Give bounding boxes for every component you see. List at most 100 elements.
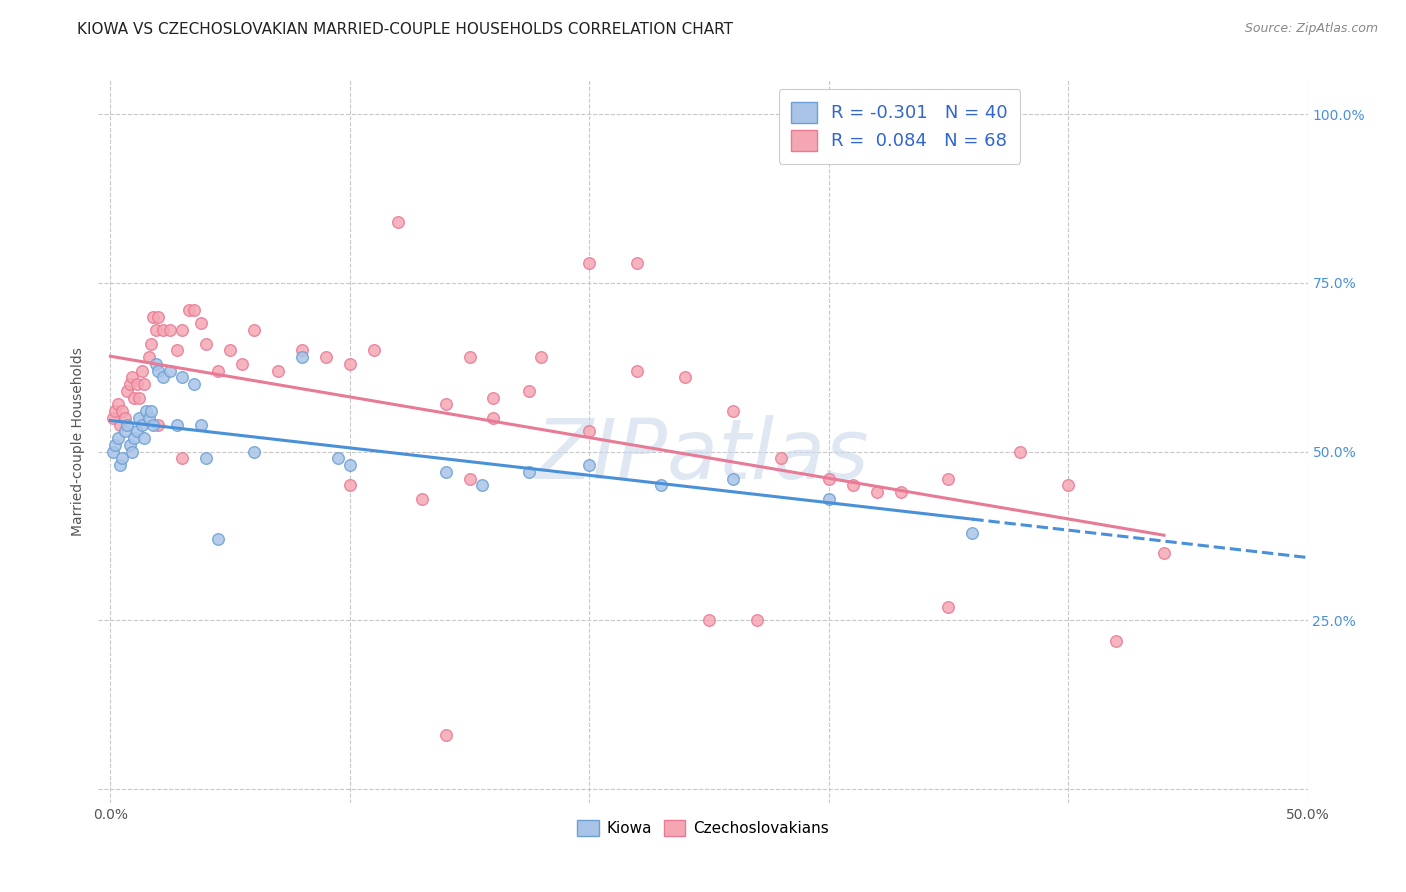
Point: [142, 310, 165, 324]
Point: [108, 417, 131, 432]
Point: [363, 343, 385, 358]
Point: [339, 478, 361, 492]
Point: [148, 417, 170, 432]
Point: [111, 404, 134, 418]
Point: [938, 472, 960, 486]
Point: [207, 364, 229, 378]
Point: [817, 491, 839, 506]
Point: [1153, 546, 1175, 560]
Point: [243, 444, 266, 458]
Point: [578, 425, 600, 439]
Point: [721, 472, 744, 486]
Point: [118, 438, 141, 452]
Point: [339, 357, 361, 371]
Point: [482, 391, 505, 405]
Point: [291, 350, 314, 364]
Point: [131, 364, 153, 378]
Point: [139, 404, 162, 418]
Point: [865, 485, 887, 500]
Point: [219, 343, 242, 358]
Point: [673, 370, 696, 384]
Point: [195, 451, 218, 466]
Point: [108, 458, 131, 472]
Point: [159, 364, 181, 378]
Point: [650, 478, 672, 492]
Point: [207, 533, 229, 547]
Point: [128, 411, 150, 425]
Point: [125, 425, 148, 439]
Point: [291, 343, 314, 358]
Point: [626, 255, 648, 269]
Point: [470, 478, 492, 492]
Point: [121, 370, 143, 384]
Point: [135, 404, 157, 418]
Point: [101, 444, 124, 458]
Point: [769, 451, 792, 466]
Point: [115, 384, 138, 398]
Point: [101, 411, 124, 425]
Point: [411, 491, 433, 506]
Point: [114, 425, 136, 439]
Point: [145, 323, 167, 337]
Point: [142, 417, 165, 432]
Point: [132, 431, 155, 445]
Point: [145, 357, 167, 371]
Point: [114, 411, 136, 425]
Point: [124, 431, 146, 445]
Point: [938, 599, 960, 614]
Point: [128, 391, 150, 405]
Point: [626, 364, 648, 378]
Point: [962, 525, 984, 540]
Point: [166, 417, 188, 432]
Point: [172, 370, 194, 384]
Point: [243, 323, 266, 337]
Point: [131, 417, 153, 432]
Point: [817, 472, 839, 486]
Point: [458, 472, 481, 486]
Point: [326, 451, 349, 466]
Point: [179, 302, 201, 317]
Point: [148, 310, 170, 324]
Point: [519, 465, 541, 479]
Point: [132, 377, 155, 392]
Point: [125, 377, 148, 392]
Point: [107, 397, 129, 411]
Point: [434, 397, 457, 411]
Point: [138, 411, 160, 425]
Point: [697, 614, 720, 628]
Point: [1057, 478, 1080, 492]
Point: [190, 317, 212, 331]
Legend: Kiowa, Czechoslovakians: Kiowa, Czechoslovakians: [571, 814, 835, 842]
Point: [107, 431, 129, 445]
Point: [115, 417, 138, 432]
Point: [434, 465, 457, 479]
Point: [434, 728, 457, 742]
Point: [482, 411, 505, 425]
Point: [118, 377, 141, 392]
Text: ZIPatlas: ZIPatlas: [536, 416, 870, 497]
Point: [578, 255, 600, 269]
Point: [152, 323, 174, 337]
Point: [231, 357, 253, 371]
Point: [841, 478, 863, 492]
Point: [387, 215, 409, 229]
Point: [104, 404, 127, 418]
Point: [1010, 444, 1032, 458]
Point: [138, 350, 160, 364]
Point: [183, 302, 205, 317]
Point: [172, 451, 194, 466]
Point: [172, 323, 194, 337]
Point: [104, 438, 127, 452]
Point: [578, 458, 600, 472]
Text: Source: ZipAtlas.com: Source: ZipAtlas.com: [1244, 22, 1378, 36]
Point: [721, 404, 744, 418]
Point: [745, 614, 768, 628]
Point: [195, 336, 218, 351]
Point: [519, 384, 541, 398]
Point: [190, 417, 212, 432]
Point: [152, 370, 174, 384]
Point: [889, 485, 911, 500]
Point: [1105, 633, 1128, 648]
Point: [121, 444, 143, 458]
Text: KIOWA VS CZECHOSLOVAKIAN MARRIED-COUPLE HOUSEHOLDS CORRELATION CHART: KIOWA VS CZECHOSLOVAKIAN MARRIED-COUPLE …: [77, 22, 734, 37]
